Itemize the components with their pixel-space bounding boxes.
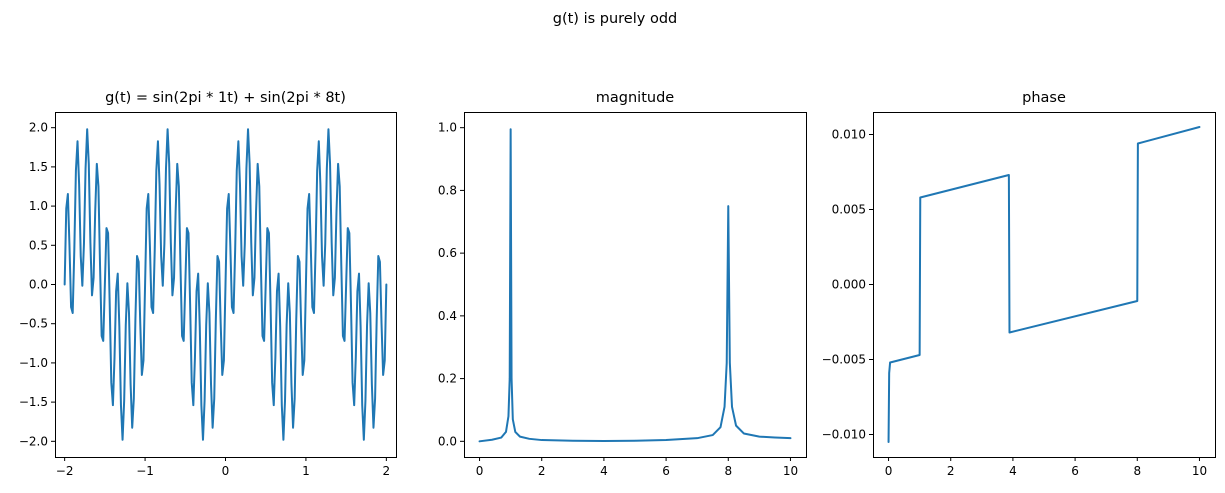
signal-ytick-label: 2.0 — [29, 121, 48, 135]
signal-xtick-label: 1 — [302, 464, 310, 478]
subplot-magnitude: 0 2 4 6 8 10 0.0 0.2 0.4 0.6 0.8 1.0 magnitude — [438, 90, 807, 478]
phase-xtick-label: 4 — [1009, 464, 1017, 478]
signal-ytick-label: 1.5 — [29, 160, 48, 174]
magnitude-axes-frame — [464, 112, 807, 458]
phase-ytick-label: 0.010 — [832, 128, 866, 142]
phase-ytick-label: 0.000 — [832, 278, 866, 292]
magnitude-series-line — [478, 128, 792, 443]
phase-xtick-label: 0 — [885, 464, 893, 478]
signal-xtick-label: −1 — [136, 464, 154, 478]
magnitude-ytick-label: 0.2 — [438, 372, 457, 386]
phase-title: phase — [1022, 90, 1066, 106]
phase-axes-frame — [873, 112, 1216, 458]
subplot-phase: 0 2 4 6 8 10 −0.010 −0.005 0.000 0.005 0.010 phase — [822, 90, 1216, 478]
signal-ytick-label: −0.5 — [19, 317, 48, 331]
magnitude-xtick-label: 6 — [662, 464, 670, 478]
phase-ytick-label: −0.010 — [822, 428, 866, 442]
magnitude-ytick-label: 0.8 — [438, 183, 457, 197]
phase-ytick-label: 0.005 — [832, 203, 866, 217]
phase-xtick-label: 2 — [947, 464, 955, 478]
magnitude-xtick-label: 0 — [476, 464, 484, 478]
phase-ytick-label: −0.005 — [822, 353, 866, 367]
signal-ytick-label: −1.0 — [19, 356, 48, 370]
signal-title: g(t) = sin(2pi * 1t) + sin(2pi * 8t) — [105, 90, 346, 106]
phase-xtick-label: 10 — [1192, 464, 1207, 478]
subplot-signal: −2 −1 0 1 2 −2.0 −1.5 −1.0 −0.5 0.0 0.5 1.0 1.5 2.0 g(… — [19, 90, 397, 478]
signal-ytick-label: −2.0 — [19, 434, 48, 448]
signal-xtick-label: 0 — [222, 464, 230, 478]
magnitude-ytick-label: 1.0 — [438, 121, 457, 135]
signal-series-line — [63, 128, 388, 441]
magnitude-xtick-label: 2 — [538, 464, 546, 478]
phase-xtick-label: 8 — [1133, 464, 1141, 478]
magnitude-title: magnitude — [596, 90, 675, 106]
magnitude-xtick-label: 4 — [600, 464, 608, 478]
signal-xtick-label: 2 — [383, 464, 391, 478]
magnitude-ytick-label: 0.0 — [438, 434, 457, 448]
figure-suptitle: g(t) is purely odd — [553, 11, 677, 27]
signal-ytick-label: −1.5 — [19, 395, 48, 409]
magnitude-ytick-label: 0.4 — [438, 309, 457, 323]
signal-ytick-label: 0.5 — [29, 238, 48, 252]
phase-xtick-label: 6 — [1071, 464, 1079, 478]
phase-series-line — [887, 126, 1201, 443]
signal-ytick-label: 1.0 — [29, 199, 48, 213]
signal-xtick-label: −2 — [56, 464, 74, 478]
magnitude-xtick-label: 10 — [783, 464, 798, 478]
magnitude-xtick-label: 8 — [724, 464, 732, 478]
signal-ytick-label: 0.0 — [29, 278, 48, 292]
magnitude-ytick-label: 0.6 — [438, 246, 457, 260]
